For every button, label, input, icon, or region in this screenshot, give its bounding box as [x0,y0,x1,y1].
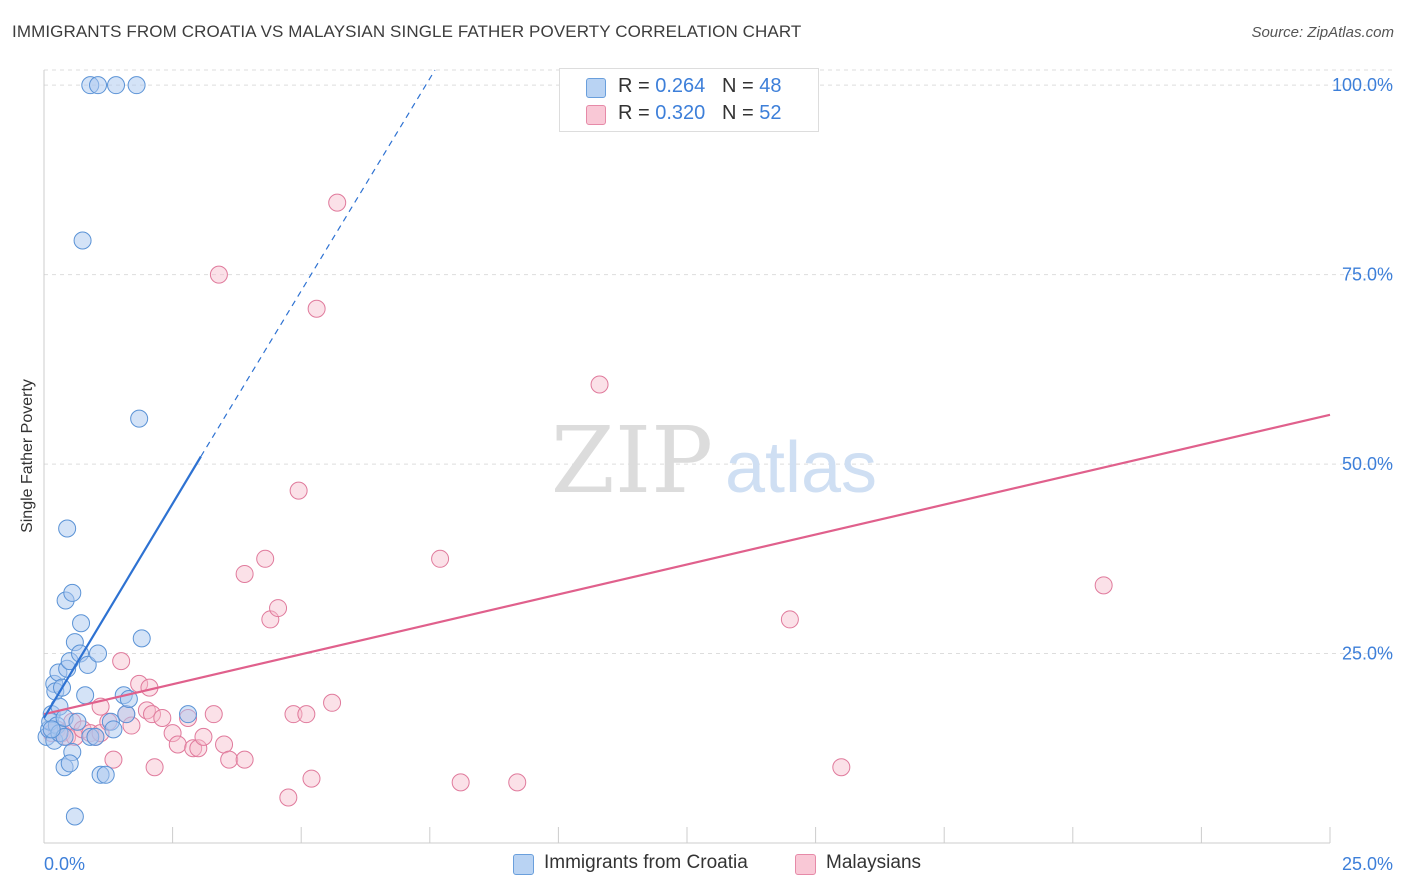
malaysians-point [590,375,609,394]
croatia-point [89,644,108,663]
croatia-point [78,655,97,674]
y-tick-label: 75.0% [1342,265,1393,285]
trend-lines [43,69,1331,719]
legend-r-label: R = [618,102,656,124]
croatia-trend-line [43,455,202,719]
croatia-point [96,765,115,784]
malaysians-point [328,193,347,212]
malaysians-point [143,705,162,724]
bottom-legend-swatch-pink [795,854,816,875]
legend-n-label: N = [721,75,760,97]
croatia-point [73,231,92,250]
x-tick-label: 0.0% [44,854,85,874]
malaysians-point [215,735,234,754]
x-tick-label: 25.0% [1342,854,1393,874]
croatia-points [37,76,198,826]
croatia-point [42,720,61,739]
malaysians-point [451,773,470,792]
malaysians-point [284,705,303,724]
watermark-zip: ZIP [551,407,713,514]
y-tick-label: 50.0% [1342,454,1393,474]
croatia-point [68,712,87,731]
croatia-point [76,686,95,705]
bottom-legend-label: Immigrants from Croatia [544,852,748,873]
malaysians-point [508,773,527,792]
correlation-legend: R = 0.264 N = 48 R = 0.320 N = 52 [559,68,819,132]
croatia-point [72,614,91,633]
malaysians-trend-line [43,413,1331,716]
malaysians-point [184,739,203,758]
croatia-point [65,807,84,826]
croatia-point [60,754,79,773]
croatia-trend-extension [200,69,436,457]
legend-r-label: R = [618,75,656,97]
malaysians-point [256,549,275,568]
legend-r-value: 0.264 [655,75,706,97]
y-tick-label: 100.0% [1332,75,1393,95]
malaysians-point [194,727,213,746]
croatia-point [107,76,126,95]
croatia-point [132,629,151,648]
malaysians-point [832,758,851,777]
watermark-atlas: atlas [725,428,877,508]
malaysians-point [297,705,316,724]
malaysians-point [209,265,228,284]
croatia-point [58,519,77,538]
legend-swatch-pink [586,105,606,125]
tick-labels: 25.0% 50.0% 75.0% 100.0% 0.0% 25.0% [44,75,1393,874]
legend-n-value: 52 [759,102,782,124]
croatia-point [63,583,82,602]
legend-n-label: N = [721,102,760,124]
watermark: ZIP atlas [551,407,877,514]
malaysians-point [302,769,321,788]
malaysians-point [323,693,342,712]
legend-n-value: 48 [759,75,782,97]
bottom-legend-swatch-blue [513,854,534,875]
malaysians-point [153,708,172,727]
malaysians-point [235,750,254,769]
malaysians-point [289,481,308,500]
malaysians-point [204,705,223,724]
legend-swatch-blue [586,78,606,98]
malaysians-point [431,549,450,568]
malaysians-point [235,564,254,583]
malaysians-point [780,610,799,629]
malaysians-point [112,652,131,671]
croatia-point [117,705,136,724]
croatia-point [104,720,123,739]
croatia-point [127,76,146,95]
malaysians-point [1094,576,1113,595]
malaysians-point [189,739,208,758]
croatia-point [179,705,198,724]
croatia-point [86,727,105,746]
malaysians-point [307,299,326,318]
axes [43,70,1331,844]
bottom-legend-label: Malaysians [826,852,922,873]
malaysians-point [163,724,182,743]
malaysians-point [168,735,187,754]
malaysians-point [269,599,288,618]
chart-source: Source: ZipAtlas.com [1251,24,1394,41]
legend-r-value: 0.320 [655,102,706,124]
y-tick-label: 25.0% [1342,644,1393,664]
chart-title: IMMIGRANTS FROM CROATIA VS MALAYSIAN SIN… [12,22,802,41]
malaysians-point [279,788,298,807]
croatia-point [89,76,108,95]
malaysians-point [145,758,164,777]
malaysians-point [104,750,123,769]
croatia-point [130,409,149,428]
malaysians-point [220,750,239,769]
